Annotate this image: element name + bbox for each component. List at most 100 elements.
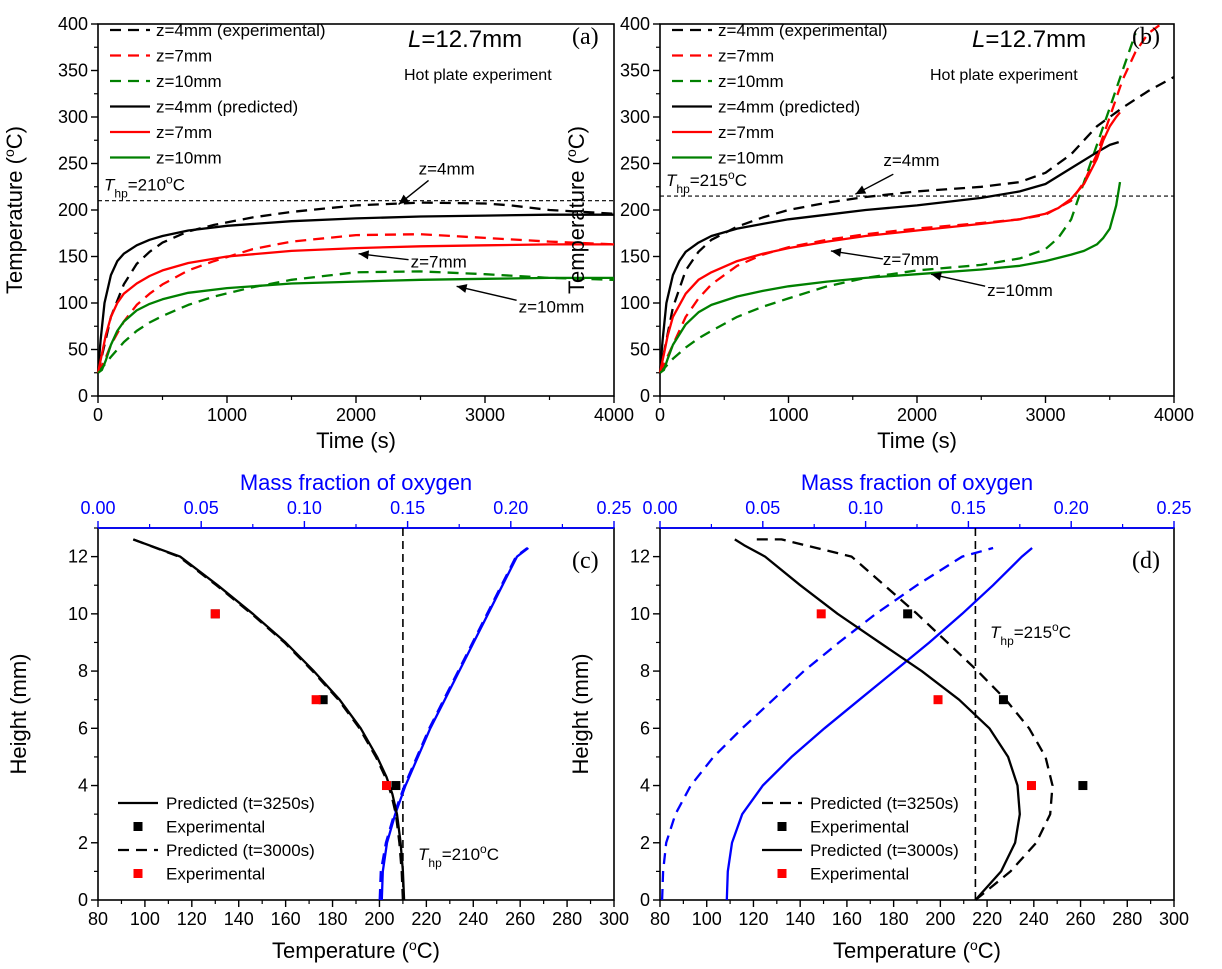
hotplate-label: Thp=215oC [666,168,747,196]
x-axis-title: Time (s) [877,428,957,453]
top-x-tick-label: 0.20 [493,498,528,518]
panel-label: (a) [572,24,599,50]
hotplate-label-T: T [666,171,678,190]
x-tick-label: 0 [655,405,665,425]
top-x-tick-label: 0.15 [390,498,425,518]
x-tick-label: 1000 [768,405,808,425]
hotplate-label: Thp=210oC [418,842,499,870]
x-tick-label: 260 [1066,909,1096,929]
legend-label-5: z=10mm [718,149,784,168]
legend-marker-3 [133,869,143,878]
x-axis-title-part: Temperature ( [833,938,971,963]
x-tick-label: 100 [130,909,160,929]
series-line-5 [97,276,614,374]
panel-a: 0 1000 2000 3000 4000 0 50 100 150 200 250 300 350 40… [1,14,634,453]
y-tick-label: 0 [78,890,88,910]
annotation-label-2: z=10mm [519,297,585,316]
hotplate-label-eq: =210 [442,845,480,864]
hotplate-label-unit: C [735,171,747,190]
hotplate-label-sub: hp [1000,634,1014,648]
top-x-axis-title: Mass fraction of oxygen [240,470,472,495]
y-tick-label: 8 [640,661,650,681]
hotplate-label-sub: hp [676,182,690,196]
oxygen-line-1 [378,547,528,901]
x-axis-title-sup: o [409,937,417,953]
experimental-point [1026,781,1036,791]
legend-label-1: z=7mm [718,47,774,66]
legend-label-3: Experimental [166,865,265,884]
oxygen-line-1 [725,547,1033,901]
temperature-line-0 [753,538,1054,901]
top-x-tick-label: 0.10 [848,498,883,518]
y-tick-label: 12 [630,547,650,567]
temperature-line-1 [734,538,1021,901]
x-tick-label: 80 [88,909,108,929]
panel-c: 80 100 120 140 160 180 200 220 240 260 280 300 0 2 4 6 8… [6,470,632,963]
y-axis-title: Height (mm) [568,653,593,774]
y-tick-label: 10 [68,604,88,624]
series-line-2 [659,32,1137,374]
panel-label: (c) [572,548,599,574]
y-tick-label: 150 [58,247,88,267]
x-axis-title: Temperature (oC) [833,937,1001,963]
legend-label-0: z=4mm (experimental) [156,21,326,40]
x-tick-label: 180 [318,909,348,929]
experimental-point [210,609,220,619]
x-axis-title-part: C) [417,938,440,963]
y-tick-label: 0 [640,890,650,910]
top-x-tick-label: 0.00 [642,498,677,518]
annotation-arrow-2-head [456,284,468,293]
x-tick-label: 240 [1019,909,1049,929]
experimental-point [816,609,826,619]
annotation-arrow-2-head [931,271,942,281]
y-axis-title: Temperature (oC) [1,126,27,294]
series-line-3 [658,141,1120,373]
y-tick-label: 50 [630,340,650,360]
x-tick-label: 180 [879,909,909,929]
top-x-tick-label: 0.00 [80,498,115,518]
y-tick-label: 250 [58,154,88,174]
y-axis-title: Height (mm) [6,653,31,774]
x-tick-label: 120 [738,909,768,929]
x-axis-title: Time (s) [316,428,396,453]
experimental-point [381,781,391,791]
y-axis-title-part: Temperature ( [564,156,589,294]
hotplate-label-sub: hp [428,856,442,870]
series-line-4 [96,243,614,374]
y-axis-title-sup: o [563,149,579,157]
y-tick-label: 400 [58,14,88,34]
y-tick-label: 6 [78,718,88,738]
legend-label-3: Experimental [810,865,909,884]
y-tick-label: 4 [78,776,88,796]
top-x-tick-label: 0.05 [745,498,780,518]
hotplate-label-T: T [104,176,116,195]
y-tick-label: 4 [640,776,650,796]
legend-label-0: z=4mm (experimental) [718,21,888,40]
chart-subtitle: Hot plate experiment [930,67,1078,84]
legend-marker-1 [133,822,143,831]
x-tick-label: 100 [692,909,722,929]
top-x-tick-label: 0.25 [596,498,631,518]
x-tick-label: 140 [224,909,254,929]
x-tick-label: 3000 [1025,405,1065,425]
x-tick-label: 240 [458,909,488,929]
x-tick-label: 1000 [207,405,247,425]
legend-label-0: Predicted (t=3250s) [810,794,959,813]
x-axis-title-part: Temperature ( [272,938,410,963]
y-axis-title-part: Temperature ( [2,156,27,294]
top-x-tick-label: 0.05 [184,498,219,518]
y-tick-label: 350 [58,61,88,81]
experimental-point [318,695,328,705]
legend-label-1: z=7mm [156,47,212,66]
annotation-label-2: z=10mm [987,281,1053,300]
chart-title: L=12.7mm [972,26,1086,53]
y-tick-label: 8 [78,661,88,681]
x-tick-label: 4000 [1154,405,1194,425]
series-line-2 [97,270,615,374]
hotplate-label-unit: C [487,845,499,864]
hotplate-label-sup: o [166,173,173,187]
x-tick-label: 160 [832,909,862,929]
series-line-5 [659,181,1122,374]
hotplate-label-T: T [990,623,1002,642]
